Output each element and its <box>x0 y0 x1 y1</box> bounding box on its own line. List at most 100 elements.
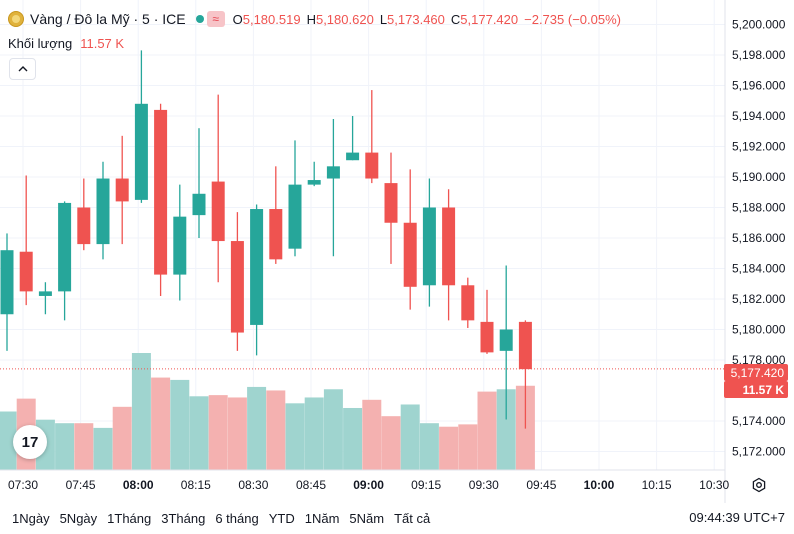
candle-body <box>480 321 494 353</box>
price-tick-label: 5,188.000 <box>732 201 786 215</box>
candle-body <box>0 250 14 315</box>
date-range-bar: 1Ngày 5Ngày 1Tháng 3Tháng 6 tháng YTD 1N… <box>0 503 794 534</box>
candle-body <box>19 251 33 292</box>
volume-bar <box>93 427 113 470</box>
candle-body <box>96 178 110 245</box>
range-ytd-button[interactable]: YTD <box>268 511 295 526</box>
gold-coin-icon <box>8 11 24 27</box>
candle-body <box>211 181 225 242</box>
candle <box>499 265 513 420</box>
time-tick-label: 10:30 <box>699 478 729 492</box>
volume-bar <box>285 403 305 470</box>
candle-body <box>58 202 72 292</box>
range-1m-button[interactable]: 1Tháng <box>107 511 152 526</box>
candle-body <box>499 329 513 351</box>
candle-body <box>461 285 475 321</box>
change-value: −2.735 (−0.05%) <box>524 11 621 27</box>
range-5y-button[interactable]: 5Năm <box>349 511 385 526</box>
candle-body <box>288 184 302 249</box>
volume-value: 11.57 K <box>80 36 125 51</box>
candle-body <box>346 152 360 161</box>
chevron-up-icon <box>18 66 27 72</box>
price-tick-label: 5,190.000 <box>732 170 786 184</box>
settings-gear-icon[interactable] <box>751 477 767 493</box>
candle-body <box>134 103 148 200</box>
candle <box>442 189 456 321</box>
candle <box>211 94 225 283</box>
volume-bar <box>477 391 497 470</box>
price-tick-label: 5,184.000 <box>732 262 786 276</box>
price-tick-label: 5,178.000 <box>732 353 786 367</box>
candle-body <box>442 207 456 286</box>
candle <box>173 184 187 301</box>
open-label: O <box>232 11 243 27</box>
time-tick-label: 09:30 <box>469 478 499 492</box>
close-value: 5,177.420 <box>460 11 519 27</box>
volume-bar <box>151 377 171 470</box>
time-tick-label: 08:00 <box>123 478 154 492</box>
volume-bar <box>55 423 75 470</box>
candle <box>192 128 206 238</box>
volume-label[interactable]: Khối lượng <box>8 36 73 51</box>
price-tick-label: 5,198.000 <box>732 48 786 62</box>
candlesticks <box>0 50 532 429</box>
price-tick-label: 5,194.000 <box>732 109 786 123</box>
candle <box>403 169 417 310</box>
candle <box>461 277 475 328</box>
symbol-title[interactable]: Vàng / Đô la Mỹ · 5 · ICE <box>30 11 186 27</box>
candle-body <box>77 207 91 245</box>
candle-body <box>365 152 379 179</box>
candle <box>269 166 283 264</box>
volume-bar <box>266 390 286 470</box>
volume-bar <box>323 389 343 470</box>
time-tick-label: 07:45 <box>66 478 96 492</box>
candle <box>115 135 129 245</box>
candle-body <box>192 193 206 216</box>
price-chart[interactable]: 5,200.000 5,198.000 5,196.000 5,194.000 5,19… <box>0 0 794 503</box>
range-1y-button[interactable]: 1Năm <box>304 511 340 526</box>
candle <box>480 289 494 354</box>
market-open-indicator-icon <box>195 15 204 23</box>
volume-bar <box>381 416 401 470</box>
price-tick-label: 5,196.000 <box>732 79 786 93</box>
volume-bar <box>247 386 267 470</box>
candle-body <box>250 209 264 325</box>
candle <box>250 204 264 356</box>
candle <box>307 161 321 187</box>
candle <box>230 212 244 351</box>
price-tick-label: 5,192.000 <box>732 140 786 154</box>
candle-body <box>403 222 417 287</box>
candle <box>422 178 436 307</box>
volume-bar <box>458 424 478 470</box>
candle <box>134 50 148 203</box>
collapse-legend-button[interactable] <box>9 58 36 80</box>
clock-timezone[interactable]: 09:44:39 UTC+7 <box>689 510 785 525</box>
volume-bar <box>131 353 151 470</box>
candle <box>38 282 52 315</box>
price-tick-label: 5,172.000 <box>732 445 786 459</box>
volume-bar <box>74 423 94 470</box>
range-3m-button[interactable]: 3Tháng <box>161 511 206 526</box>
range-all-button[interactable]: Tất cả <box>394 511 431 526</box>
low-label: L <box>379 11 388 27</box>
volume-bar <box>112 406 132 470</box>
volume-bar <box>439 426 459 470</box>
high-label: H <box>306 11 316 27</box>
candle <box>384 152 398 264</box>
candle-body <box>230 241 244 333</box>
price-tick-label: 5,186.000 <box>732 231 786 245</box>
price-tick-label: 5,174.000 <box>732 414 786 428</box>
range-1d-button[interactable]: 1Ngày <box>12 511 50 526</box>
time-axis[interactable]: 07:30 07:45 08:00 08:15 08:30 08:45 09:00 09:15… <box>8 478 730 492</box>
volume-bar <box>227 397 247 470</box>
volume-legend: Khối lượng 11.57 K <box>8 36 124 51</box>
tradingview-logo[interactable]: 17 <box>13 425 47 459</box>
candle <box>154 103 168 296</box>
price-axis[interactable]: 5,200.000 5,198.000 5,196.000 5,194.000 5,19… <box>732 18 786 459</box>
time-tick-label: 07:30 <box>8 478 38 492</box>
symbol-legend: Vàng / Đô la Mỹ · 5 · ICE ≈ O 5,180.519 … <box>8 9 627 29</box>
range-5d-button[interactable]: 5Ngày <box>59 511 98 526</box>
range-6m-button[interactable]: 6 tháng <box>215 511 259 526</box>
candle <box>19 175 33 306</box>
wave-icon[interactable]: ≈ <box>206 11 225 27</box>
